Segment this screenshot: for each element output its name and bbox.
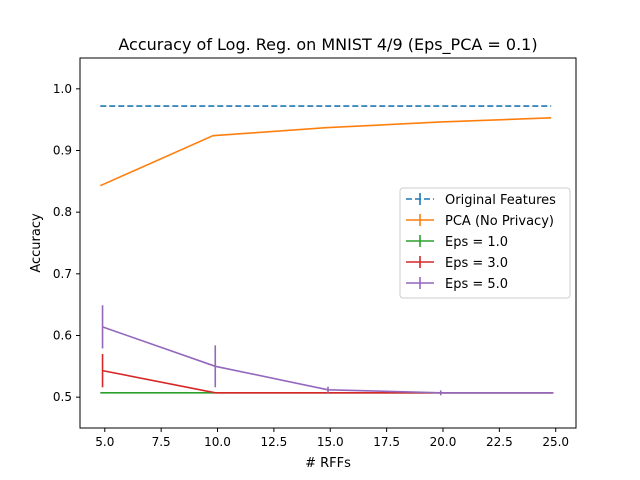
x-tick-label: 25.0: [542, 435, 569, 449]
y-tick-label: 0.5: [53, 390, 72, 404]
y-axis-label: Accuracy: [29, 213, 44, 273]
legend-label-0: Original Features: [445, 193, 556, 208]
y-axis: 0.5 0.6 0.7 0.8 0.9 1.0: [53, 82, 80, 404]
y-tick-label: 0.9: [53, 144, 72, 158]
x-tick-label: 10.0: [204, 435, 231, 449]
y-tick-label: 1.0: [53, 82, 72, 96]
legend-label-2: Eps = 1.0: [445, 235, 508, 250]
y-tick-label: 0.8: [53, 205, 72, 219]
legend-box: [399, 187, 571, 299]
y-tick-label: 0.6: [53, 329, 72, 343]
x-tick-label: 5.0: [95, 435, 114, 449]
y-tick-label: 0.7: [53, 267, 72, 281]
x-tick-label: 15.0: [317, 435, 344, 449]
chart-title: Accuracy of Log. Reg. on MNIST 4/9 (Eps_…: [118, 35, 537, 55]
x-axis: 5.0 7.5 10.0 12.5 15.0 17.5 20.0 22.5 25.0: [95, 428, 569, 449]
legend-label-3: Eps = 3.0: [445, 256, 508, 271]
legend-label-1: PCA (No Privacy): [445, 214, 554, 229]
x-tick-label: 17.5: [373, 435, 400, 449]
plot-frame: [79, 57, 577, 429]
x-tick-label: 12.5: [261, 435, 288, 449]
x-tick-label: 20.0: [430, 435, 457, 449]
legend-label-4: Eps = 5.0: [445, 277, 508, 292]
x-tick-label: 7.5: [152, 435, 171, 449]
x-axis-label: # RFFs: [305, 456, 351, 471]
series-line-1: [99, 117, 552, 187]
plot-area: [99, 105, 554, 396]
x-tick-label: 22.5: [486, 435, 513, 449]
legend: Original Features PCA (No Privacy) Eps = 1…: [399, 187, 571, 299]
